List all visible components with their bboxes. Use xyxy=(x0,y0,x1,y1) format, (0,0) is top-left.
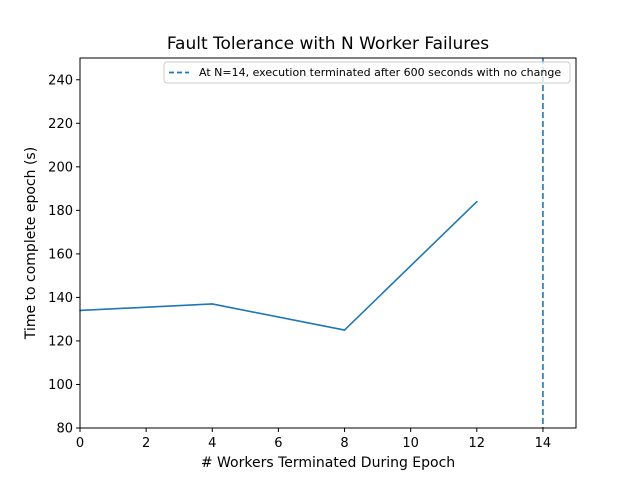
x-tick-label: 0 xyxy=(76,436,84,451)
x-tick-label: 14 xyxy=(535,436,552,451)
chart-title: Fault Tolerance with N Worker Failures xyxy=(167,34,489,54)
legend-entry-vline: At N=14, execution terminated after 600 … xyxy=(199,66,561,79)
x-axis: 0 2 4 6 8 10 12 14 xyxy=(76,428,551,451)
x-axis-label: # Workers Terminated During Epoch xyxy=(201,455,455,471)
y-tick-label: 240 xyxy=(48,73,73,88)
axes-frame xyxy=(79,57,577,429)
y-tick-label: 160 xyxy=(48,247,73,262)
x-tick-label: 10 xyxy=(402,436,419,451)
y-tick-label: 120 xyxy=(48,334,73,349)
y-tick-label: 140 xyxy=(48,291,73,306)
y-tick-label: 200 xyxy=(48,160,73,175)
x-tick-label: 12 xyxy=(469,436,486,451)
data-point xyxy=(211,303,214,305)
y-axis-label: Time to complete epoch (s) xyxy=(23,147,39,340)
x-tick-label: 8 xyxy=(340,436,348,451)
data-point xyxy=(343,329,346,331)
x-tick-label: 4 xyxy=(208,436,216,451)
series-line xyxy=(79,201,478,331)
y-axis: 80 100 120 140 160 180 200 220 240 xyxy=(48,73,80,437)
x-tick-label: 6 xyxy=(274,436,282,451)
data-point xyxy=(476,200,478,203)
legend: At N=14, execution terminated after 600 … xyxy=(163,61,571,84)
y-tick-label: 100 xyxy=(48,378,73,393)
y-tick-label: 220 xyxy=(48,117,73,132)
x-tick-label: 2 xyxy=(142,436,150,451)
legend-box xyxy=(163,61,571,84)
y-tick-label: 80 xyxy=(56,422,73,437)
y-tick-label: 180 xyxy=(48,204,73,219)
